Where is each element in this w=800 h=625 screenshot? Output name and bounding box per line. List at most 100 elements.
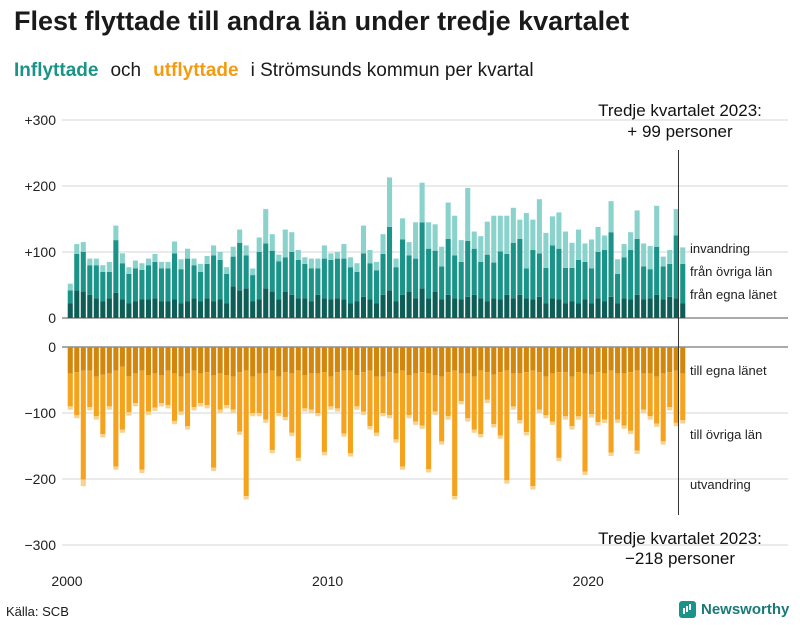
bar-outflow — [588, 347, 595, 375]
bar-outflow — [602, 419, 608, 423]
legend-outflow-label: till egna länet — [690, 363, 767, 378]
bar-outflow — [67, 347, 73, 374]
bar-outflow — [360, 347, 367, 373]
bar-outflow — [119, 347, 125, 367]
bar-inflow — [543, 303, 549, 318]
bar-outflow — [536, 409, 542, 413]
legend-inflow-label: från övriga län — [690, 264, 772, 279]
bar-inflow — [328, 253, 334, 260]
bar-outflow — [106, 406, 112, 410]
bar-inflow — [523, 268, 529, 299]
bar-inflow — [360, 225, 367, 254]
brand-name: Newsworthy — [701, 601, 790, 618]
bar-inflow — [634, 238, 640, 295]
bar-outflow — [426, 373, 432, 470]
bar-outflow — [289, 347, 295, 374]
bar-outflow — [243, 370, 249, 497]
bar-inflow — [452, 215, 458, 256]
bar-inflow — [426, 248, 432, 299]
bar-outflow — [393, 373, 399, 440]
bar-inflow — [93, 258, 99, 266]
bar-inflow — [100, 271, 106, 302]
bar-inflow — [575, 303, 582, 318]
bar-outflow — [341, 370, 347, 434]
bar-inflow — [191, 265, 197, 299]
bar-inflow — [549, 245, 555, 299]
bar-inflow — [373, 261, 380, 271]
bar-inflow — [217, 299, 223, 318]
bar-inflow — [334, 258, 340, 299]
bar-outflow — [87, 347, 93, 371]
top-y-tick-label: 0 — [48, 310, 56, 326]
bar-inflow — [276, 299, 282, 318]
bar-outflow — [543, 414, 549, 419]
bar-outflow — [491, 374, 497, 425]
bar-inflow — [517, 219, 523, 239]
bar-outflow — [158, 375, 165, 404]
bar-outflow — [530, 486, 536, 490]
bar-inflow — [465, 187, 471, 241]
bar-outflow — [282, 372, 288, 417]
bar-outflow — [562, 372, 568, 417]
newsworthy-logo-icon — [679, 601, 696, 618]
bar-inflow — [328, 299, 334, 318]
bar-inflow — [354, 263, 360, 272]
bar-inflow — [250, 275, 256, 302]
bar-outflow — [263, 347, 269, 374]
annotation-bottom-line2: −218 personer — [625, 549, 735, 568]
bar-inflow — [211, 301, 217, 318]
bar-inflow — [393, 267, 399, 302]
bar-inflow — [458, 240, 464, 262]
bar-outflow — [439, 441, 445, 445]
bar-outflow — [191, 407, 197, 411]
bar-inflow — [80, 242, 86, 252]
bar-outflow — [373, 376, 380, 433]
bar-inflow — [315, 294, 321, 318]
bar-inflow — [367, 263, 373, 300]
bar-inflow — [621, 298, 627, 318]
bar-inflow — [282, 291, 288, 318]
bar-inflow — [321, 245, 327, 259]
bar-inflow — [328, 259, 334, 300]
bar-inflow — [211, 255, 217, 302]
bar-outflow — [667, 407, 673, 411]
bar-outflow — [647, 416, 653, 420]
bar-inflow — [608, 296, 614, 318]
bar-outflow — [602, 373, 608, 420]
annotation-top-line1: Tredje kvartalet 2023: — [598, 101, 762, 120]
bar-outflow — [237, 372, 243, 432]
bar-inflow — [569, 267, 575, 302]
bar-outflow — [315, 347, 321, 374]
bar-inflow — [171, 299, 178, 318]
bar-inflow — [504, 253, 510, 295]
bar-inflow — [413, 222, 419, 259]
bar-outflow — [347, 370, 353, 454]
bar-outflow — [211, 375, 217, 468]
bar-inflow — [119, 253, 125, 264]
bar-outflow — [334, 347, 340, 373]
bar-inflow — [191, 258, 197, 266]
bar-outflow — [595, 372, 601, 423]
bar-inflow — [439, 299, 445, 318]
bar-outflow — [452, 370, 458, 497]
bar-inflow — [400, 294, 406, 318]
bar-outflow — [471, 347, 477, 377]
bar-outflow — [673, 347, 679, 371]
bar-outflow — [256, 347, 262, 374]
bar-outflow — [615, 373, 621, 420]
bar-outflow — [413, 347, 419, 374]
bar-inflow — [504, 215, 510, 254]
bar-inflow — [224, 303, 230, 318]
bar-inflow — [341, 258, 347, 300]
bar-inflow — [432, 291, 438, 318]
bar-inflow — [67, 290, 73, 304]
bar-inflow — [536, 296, 542, 318]
bar-outflow — [413, 373, 419, 422]
bar-outflow — [171, 373, 178, 421]
bar-outflow — [126, 347, 132, 377]
bar-outflow — [621, 425, 627, 429]
bar-outflow — [491, 424, 497, 428]
bar-outflow — [100, 347, 106, 375]
bar-inflow — [386, 177, 393, 227]
bar-inflow — [680, 303, 686, 318]
